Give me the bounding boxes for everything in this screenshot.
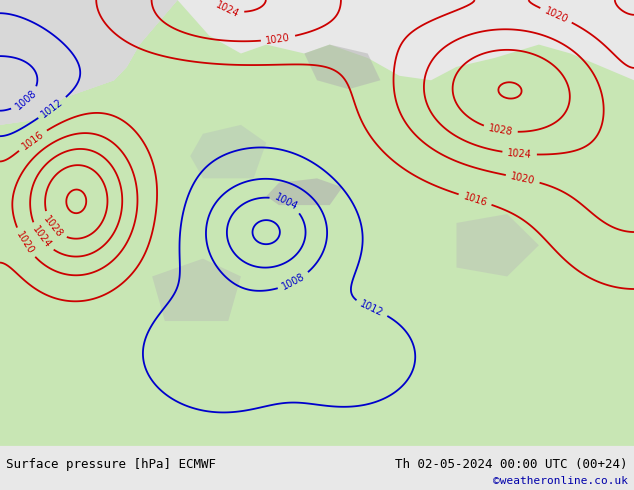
Polygon shape xyxy=(266,178,342,205)
Polygon shape xyxy=(0,0,178,125)
Text: 1020: 1020 xyxy=(543,5,569,25)
Text: 1024: 1024 xyxy=(30,225,53,250)
Text: 1016: 1016 xyxy=(462,191,488,208)
Text: 1016: 1016 xyxy=(20,129,46,151)
Polygon shape xyxy=(0,0,634,446)
Text: 1008: 1008 xyxy=(281,271,307,292)
Text: 1020: 1020 xyxy=(14,230,36,256)
Text: 1008: 1008 xyxy=(13,88,39,112)
Text: 1020: 1020 xyxy=(265,32,291,46)
Polygon shape xyxy=(304,45,380,89)
Polygon shape xyxy=(152,259,241,321)
Text: ©weatheronline.co.uk: ©weatheronline.co.uk xyxy=(493,476,628,487)
Text: 1024: 1024 xyxy=(214,0,240,19)
Text: 1028: 1028 xyxy=(488,123,514,137)
Polygon shape xyxy=(190,125,266,178)
Polygon shape xyxy=(456,214,539,276)
Text: Surface pressure [hPa] ECMWF: Surface pressure [hPa] ECMWF xyxy=(6,458,216,471)
Text: 1024: 1024 xyxy=(507,148,533,160)
Text: 1028: 1028 xyxy=(42,214,65,240)
Text: Th 02-05-2024 00:00 UTC (00+24): Th 02-05-2024 00:00 UTC (00+24) xyxy=(395,458,628,471)
Text: 1012: 1012 xyxy=(39,97,65,120)
Text: 1004: 1004 xyxy=(273,192,299,213)
Text: 1020: 1020 xyxy=(510,171,536,186)
Text: 1012: 1012 xyxy=(359,298,385,318)
Polygon shape xyxy=(0,0,178,125)
